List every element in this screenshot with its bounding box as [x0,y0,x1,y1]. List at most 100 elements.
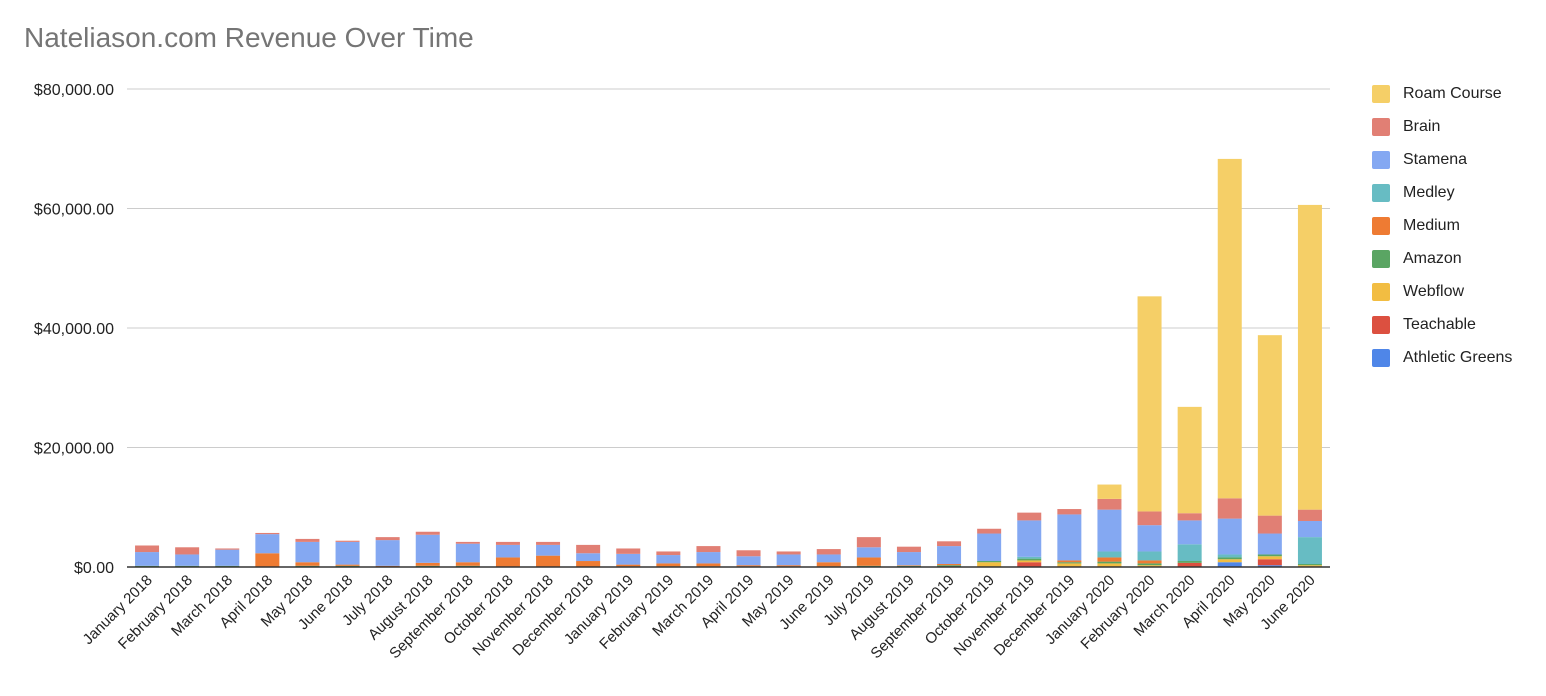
bar-stack [1177,406,1202,567]
y-tick-label: $40,000.00 [34,321,114,338]
bar-segment-brain [696,546,721,553]
bar-stack [856,537,881,567]
bar-segment-stamena [215,549,240,566]
bar-segment-stamena [536,544,561,556]
bar-segment-amazon [977,561,1002,563]
bar-segment-teachable [1017,562,1042,567]
bar-segment-medium [816,562,841,567]
bar-stack [656,551,681,567]
bar-segment-stamena [455,543,480,563]
bar-segment-amazon [1257,554,1282,557]
bar-segment-roam-course [1297,204,1322,510]
legend-swatch [1372,315,1390,334]
legend-item: Athletic Greens [1372,341,1512,374]
bar-segment-medium [1057,560,1082,563]
bar-segment-teachable [1177,562,1202,567]
bar-segment-stamena [335,541,360,565]
bar-segment-stamena [616,553,641,565]
bar-segment-brain [1217,498,1242,519]
bar-segment-webflow [1017,560,1042,563]
bar-segment-medium [255,553,280,567]
bar-segment-webflow [1297,565,1322,567]
bar-segment-medley [1097,551,1122,558]
bar-stack [255,532,280,567]
bar-segment-brain [1297,509,1322,521]
bar-segment-webflow [1137,565,1162,567]
bar-segment-stamena [937,546,962,565]
bar-segment-amazon [1297,564,1322,566]
legend-item: Medley [1372,176,1512,209]
bar-segment-brain [656,551,681,556]
bar-segment-brain [1017,512,1042,521]
bar-stack [896,546,921,567]
bar-segment-medium [295,562,320,566]
chart-title: Nateliason.com Revenue Over Time [24,22,474,53]
bar-segment-medium [776,565,801,567]
bar-stack [415,531,440,567]
bar-segment-brain [415,531,440,535]
bar-segment-brain [977,528,1002,534]
bar-segment-brain [175,547,200,555]
bar-segment-medium [856,557,881,566]
bar-stack [696,546,721,567]
bar-stack [576,544,601,567]
y-axis-ticks: $0.00 $20,000.00 $40,000.00 $60,000.00 $80,0… [34,82,114,577]
legend-item: Teachable [1372,308,1512,341]
bar-segment-stamena [656,555,681,564]
legend-swatch [1372,150,1390,169]
bar-segment-amazon [1137,563,1162,566]
bar-stack [375,537,400,567]
legend-label: Teachable [1403,315,1476,333]
bar-segment-medley [1217,554,1242,558]
bar-segment-brain [736,550,761,557]
bar-segment-stamena [576,553,601,562]
bar-segment-stamena [977,533,1002,562]
bar-segment-stamena [1137,525,1162,552]
bar-segment-brain [776,551,801,555]
y-tick-label: $60,000.00 [34,202,114,219]
bar-segment-stamena [255,534,280,554]
bar-segment-medium [415,562,440,566]
bar-segment-medium [736,565,761,567]
legend-swatch [1372,84,1390,103]
bar-segment-medium [536,555,561,567]
bar-segment-brain [295,538,320,542]
bar-segment-brain [1137,511,1162,526]
bar-segment-stamena [1297,520,1322,538]
bar-segment-webflow [1057,563,1082,567]
legend-label: Brain [1403,117,1441,135]
bar-segment-brain [576,544,601,554]
legend-swatch [1372,249,1390,268]
bar-segment-brain [937,541,962,547]
bar-segment-stamena [415,534,440,563]
bar-segment-stamena [1257,533,1282,555]
bar-stack [495,541,520,567]
bar-segment-medium [696,563,721,567]
bar-segment-webflow [1257,556,1282,560]
bar-segment-amazon [1217,557,1242,560]
bar-segment-athletic-greens [1257,565,1282,567]
bar-stack [335,540,360,567]
bar-segment-medium [616,564,641,567]
bar-segment-stamena [1097,509,1122,552]
bar-segment-medium [335,564,360,566]
bar-stack [1057,509,1082,567]
bar-segment-stamena [816,554,841,563]
bar-segment-stamena [856,547,881,558]
bar-segment-medium [1097,557,1122,562]
bar-segment-brain [536,541,561,545]
legend-label: Roam Course [1403,84,1502,102]
bar-segment-brain [1177,513,1202,521]
bar-stack [1257,335,1282,567]
bar-stack [1137,296,1162,567]
bar-segment-stamena [896,552,921,566]
bar-segment-brain [335,540,360,542]
bar-segment-roam-course [1217,158,1242,499]
bar-segment-medley [1297,537,1322,565]
bar-stack [1297,204,1322,567]
bar-segment-webflow [1217,559,1242,563]
bar-segment-medley [1177,544,1202,562]
bar-segment-medley [1017,556,1042,559]
